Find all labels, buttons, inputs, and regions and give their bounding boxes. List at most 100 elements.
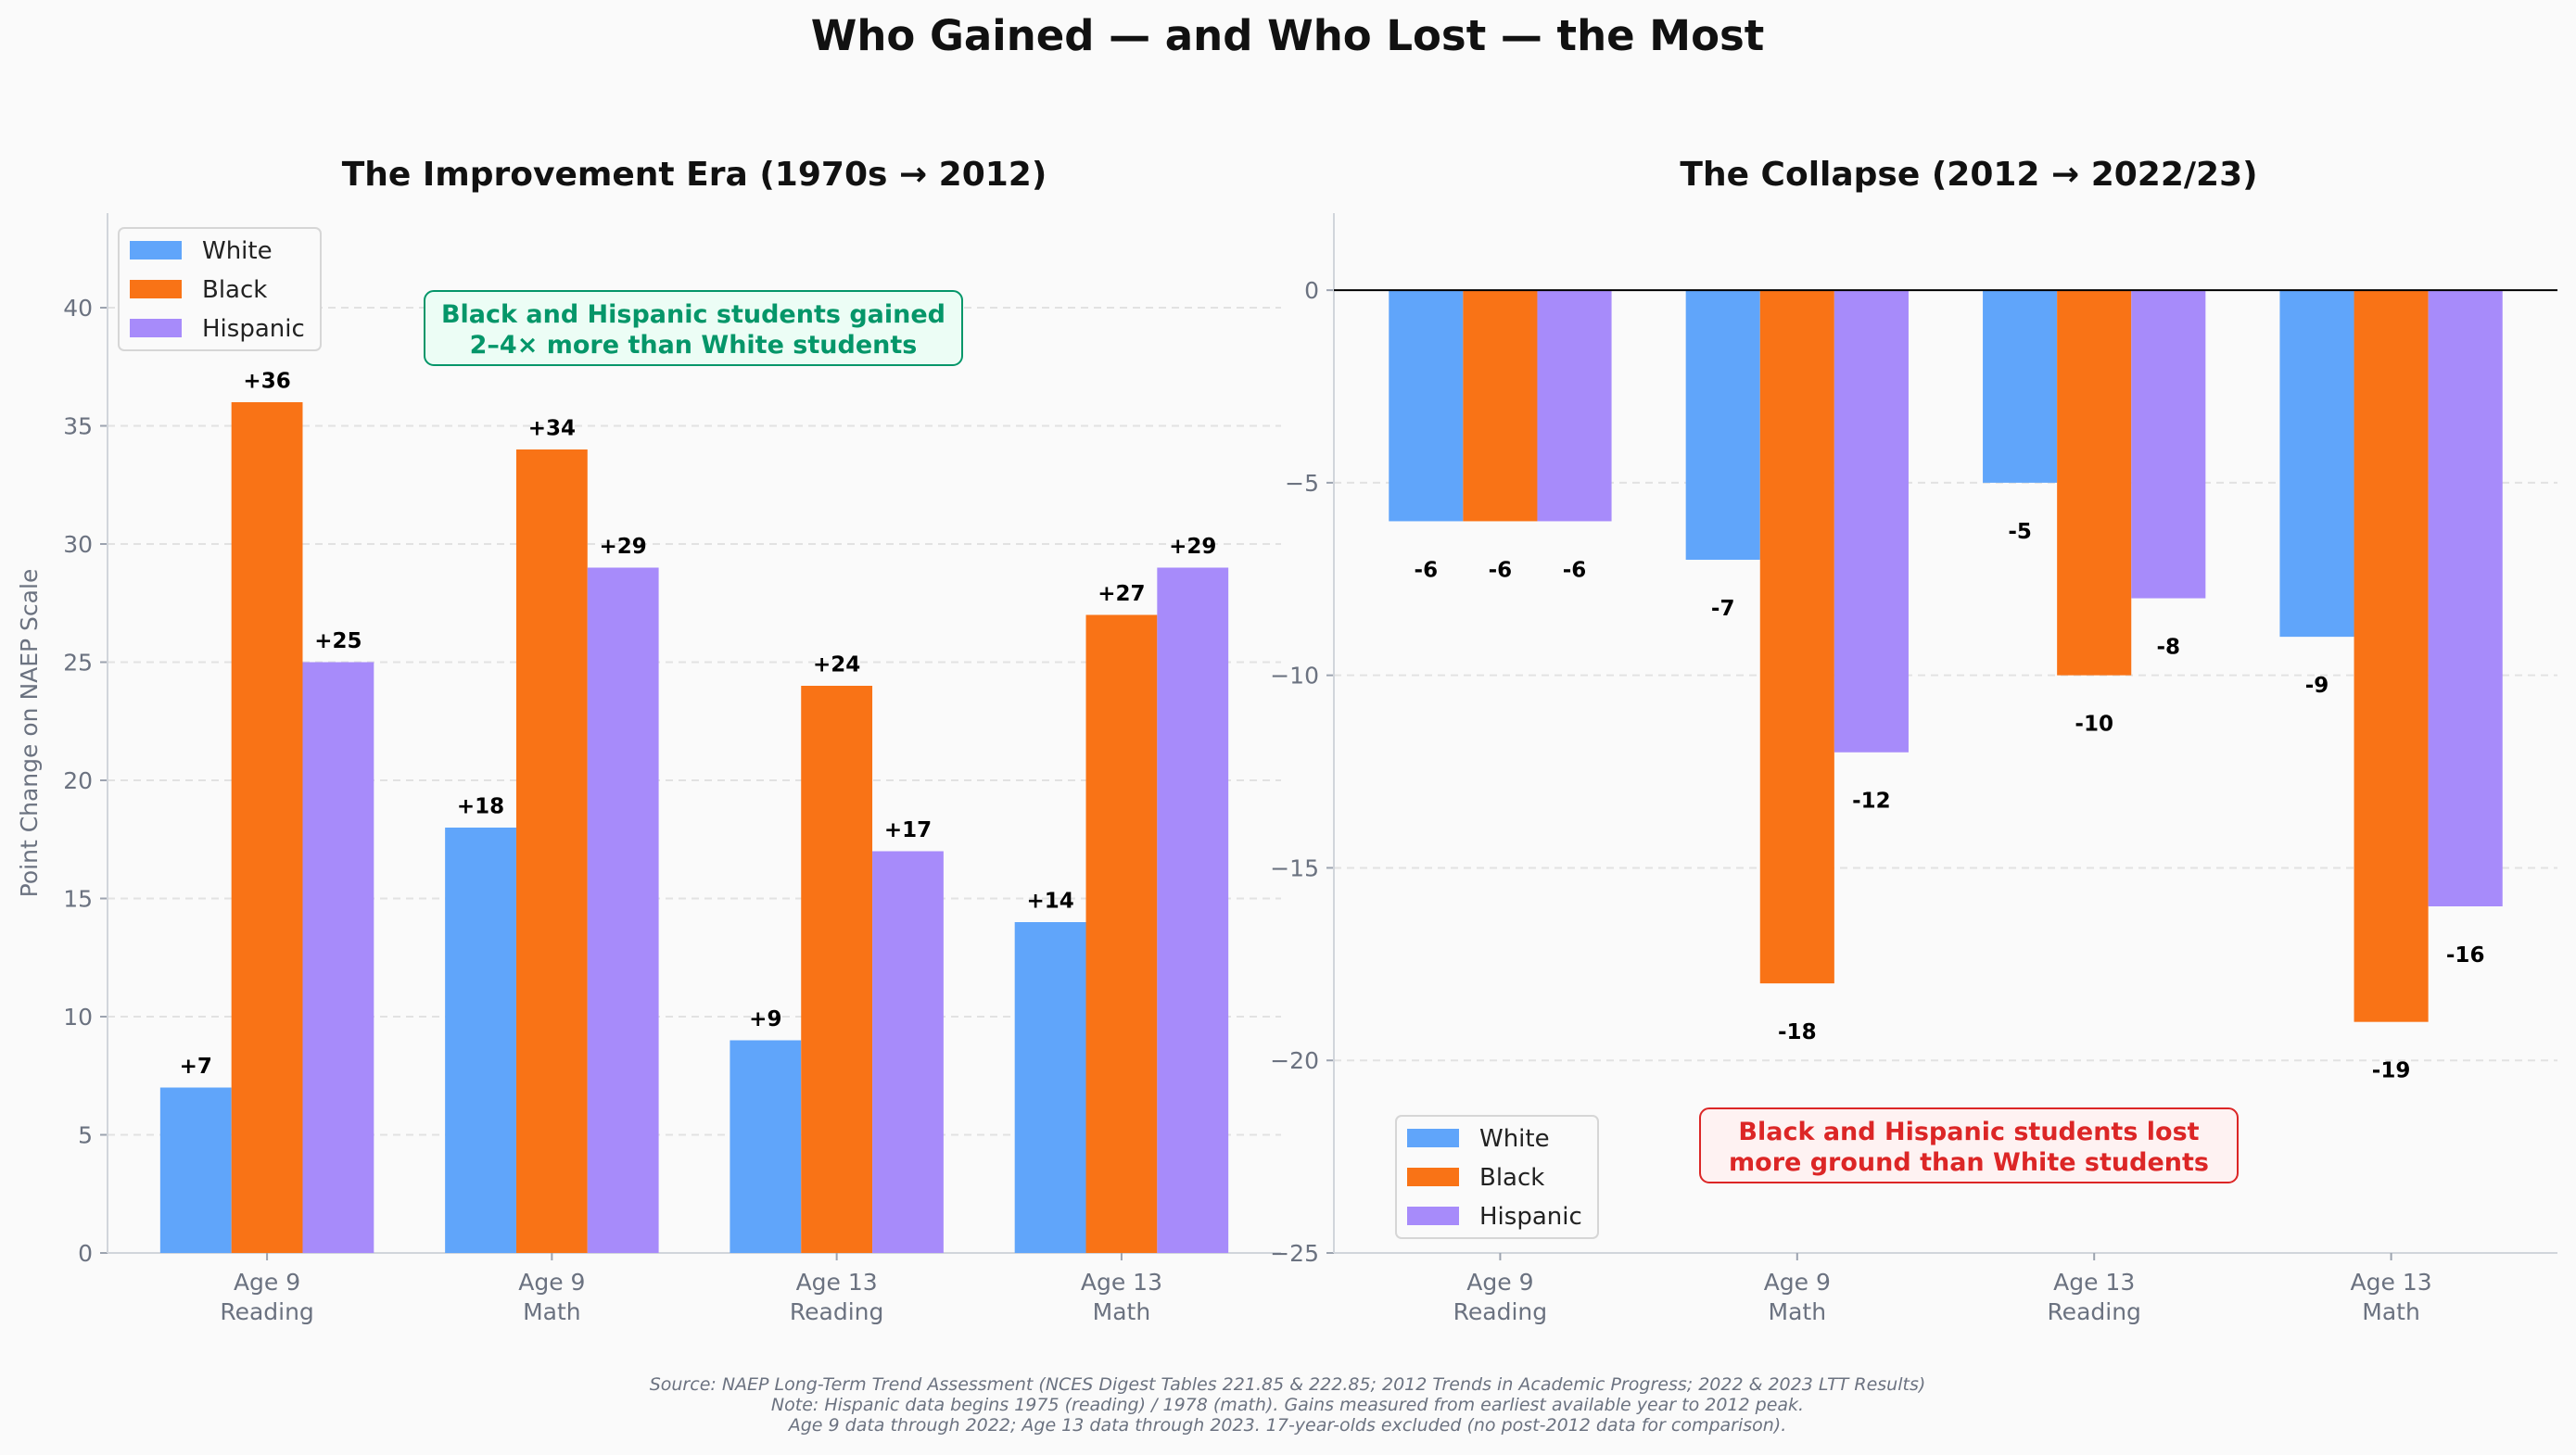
y-tick-label: 25 xyxy=(63,650,93,677)
bar-white xyxy=(159,1087,232,1253)
legend-swatch-black xyxy=(130,280,182,298)
annotation-text: more ground than White students xyxy=(1729,1148,2209,1177)
bar-black xyxy=(1759,290,1834,984)
legend-swatch-hispanic xyxy=(1407,1207,1459,1225)
legend-label: White xyxy=(202,237,273,265)
data-label: +9 xyxy=(749,1007,781,1031)
data-label: -12 xyxy=(1852,790,1891,814)
y-tick-label: 15 xyxy=(63,886,93,913)
y-tick-label: 35 xyxy=(63,413,93,440)
bar-hispanic xyxy=(1834,290,1909,753)
bar-hispanic xyxy=(1157,567,1229,1253)
y-tick-label: 40 xyxy=(63,295,93,322)
x-tick-label-subject: Reading xyxy=(790,1298,883,1325)
legend-swatch-hispanic xyxy=(130,319,182,337)
x-tick-label-age: Age 13 xyxy=(2351,1269,2432,1296)
x-tick-label-subject: Reading xyxy=(2047,1298,2140,1325)
y-tick-label: −10 xyxy=(1270,663,1319,690)
bar-white xyxy=(730,1040,802,1253)
bar-hispanic xyxy=(2428,290,2503,907)
x-tick-label-subject: Math xyxy=(2362,1298,2420,1325)
bar-white xyxy=(1014,922,1086,1253)
bar-black xyxy=(515,449,588,1253)
x-tick-label-subject: Math xyxy=(523,1298,581,1325)
y-tick-label: 0 xyxy=(1304,277,1319,304)
bar-black xyxy=(801,686,873,1253)
y-tick-label: −15 xyxy=(1270,854,1319,881)
figure-title: Who Gained — and Who Lost — the Most xyxy=(811,11,1765,60)
x-tick-label-subject: Math xyxy=(1769,1298,1827,1325)
data-label: -16 xyxy=(2446,943,2485,968)
bar-black xyxy=(1463,290,1538,522)
bar-hispanic xyxy=(302,662,374,1253)
data-label: -8 xyxy=(2157,635,2181,659)
data-label: -6 xyxy=(1415,558,1439,582)
bar-hispanic xyxy=(872,851,944,1253)
panel-improvement: The Improvement Era (1970s → 2012) 0 5 10 15… xyxy=(16,156,1281,1325)
data-label: +29 xyxy=(600,535,647,559)
subplot-title: The Collapse (2012 → 2022/23) xyxy=(1680,156,2257,194)
bar-white xyxy=(2279,290,2354,638)
legend: White Black Hispanic xyxy=(118,227,322,351)
data-label: -6 xyxy=(1489,558,1513,582)
annotation-text: Black and Hispanic students gained xyxy=(441,300,945,329)
bar-black xyxy=(2057,290,2132,676)
data-label: -9 xyxy=(2305,674,2329,698)
bar-hispanic xyxy=(587,567,659,1253)
x-tick-label-age: Age 9 xyxy=(234,1269,300,1296)
bar-hispanic xyxy=(2131,290,2206,599)
footnote-source: Source: NAEP Long-Term Trend Assessment … xyxy=(650,1374,1926,1395)
y-tick-label: 20 xyxy=(63,767,93,794)
y-axis-label: Point Change on NAEP Scale xyxy=(16,569,43,898)
legend-swatch-black xyxy=(1407,1168,1459,1186)
data-label: -7 xyxy=(1711,597,1735,621)
bar-white xyxy=(1685,290,1760,560)
data-label: +36 xyxy=(243,370,290,394)
bar-white xyxy=(1983,290,2058,483)
bar-hispanic xyxy=(1537,290,1612,522)
y-tick-label: 10 xyxy=(63,1004,93,1031)
annotation-text: 2–4× more than White students xyxy=(470,331,918,360)
data-label: +29 xyxy=(1169,535,1216,559)
bar-black xyxy=(231,402,303,1253)
data-label: +18 xyxy=(457,795,504,819)
data-label: +17 xyxy=(884,818,932,842)
panel-collapse: The Collapse (2012 → 2022/23) 0 −5 −10 −15 −2… xyxy=(1270,156,2557,1325)
x-tick-label-subject: Reading xyxy=(220,1298,313,1325)
x-tick-label-subject: Math xyxy=(1093,1298,1151,1325)
annotation-text: Black and Hispanic students lost xyxy=(1738,1118,2199,1146)
annotation-box xyxy=(424,290,963,366)
data-label: +25 xyxy=(314,629,362,653)
bar-black xyxy=(1085,614,1158,1253)
y-tick-label: −20 xyxy=(1270,1047,1319,1074)
bar-white xyxy=(1389,290,1464,522)
data-label: +14 xyxy=(1026,890,1073,914)
data-label: +7 xyxy=(180,1055,212,1079)
x-tick-label-subject: Reading xyxy=(1453,1298,1547,1325)
data-label: -6 xyxy=(1563,558,1587,582)
y-tick-label: −5 xyxy=(1285,470,1319,497)
bar-black xyxy=(2354,290,2429,1022)
data-label: +27 xyxy=(1098,582,1145,606)
y-tick-label: −25 xyxy=(1270,1240,1319,1267)
x-tick-label-age: Age 9 xyxy=(518,1269,585,1296)
legend-swatch-white xyxy=(1407,1129,1459,1147)
data-label: -19 xyxy=(2372,1059,2411,1083)
footnote-coverage: Age 9 data through 2022; Age 13 data thr… xyxy=(787,1415,1787,1436)
annotation-box xyxy=(1699,1107,2239,1183)
bar-white xyxy=(445,828,516,1253)
legend-label: White xyxy=(1479,1125,1550,1153)
data-label: +24 xyxy=(813,653,860,677)
legend-label: Black xyxy=(202,276,267,304)
data-label: +34 xyxy=(528,417,576,441)
y-tick-label: 30 xyxy=(63,531,93,558)
legend-label: Hispanic xyxy=(1479,1203,1582,1231)
data-label: -5 xyxy=(2008,520,2032,544)
legend-label: Hispanic xyxy=(202,315,305,343)
x-tick-label-age: Age 9 xyxy=(1466,1269,1533,1296)
legend-label: Black xyxy=(1479,1164,1544,1192)
subplot-title: The Improvement Era (1970s → 2012) xyxy=(342,156,1047,194)
data-label: -10 xyxy=(2075,713,2113,737)
x-tick-label-age: Age 9 xyxy=(1764,1269,1831,1296)
